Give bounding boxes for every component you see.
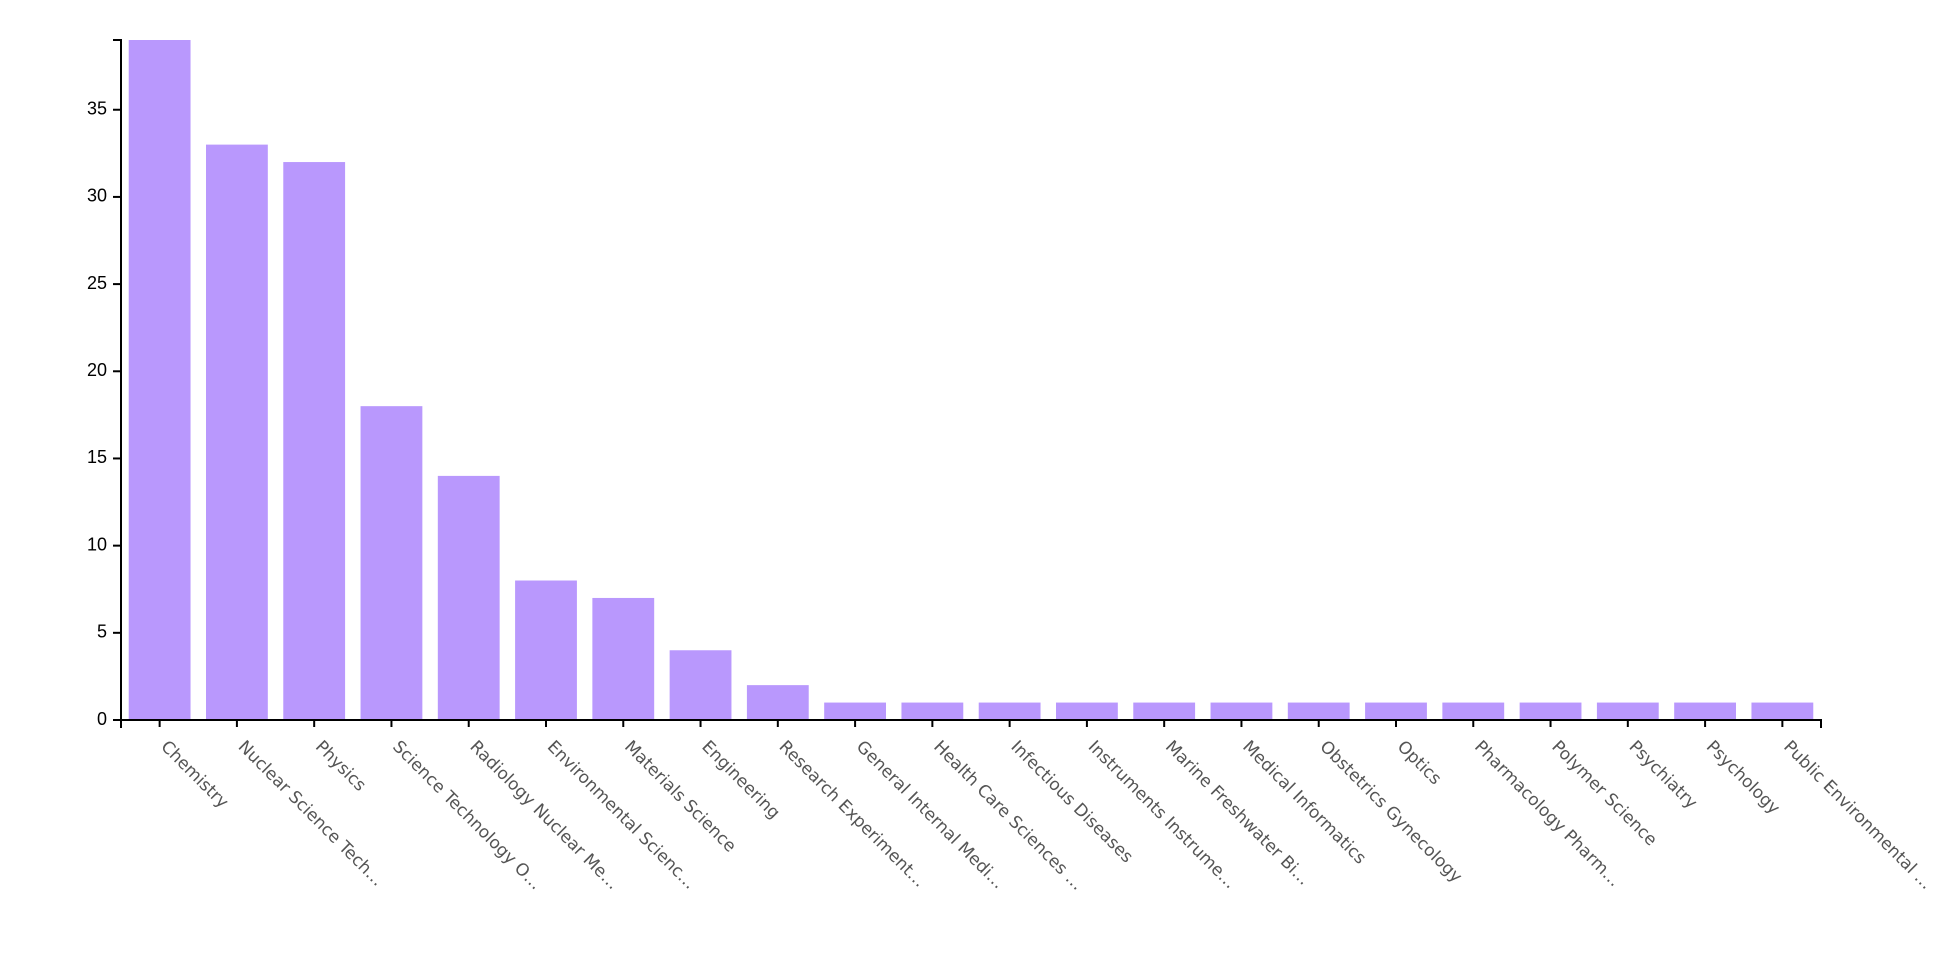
bar (901, 702, 964, 720)
bar (669, 650, 732, 720)
y-tick-label: 25 (87, 273, 107, 293)
x-tick-label: Environmental Scienc… (543, 737, 700, 894)
bar (824, 702, 886, 720)
x-tick-label: Optics (1393, 737, 1445, 789)
y-tick-label: 10 (87, 534, 107, 554)
x-tick-label: Chemistry (157, 737, 233, 813)
x-tick-label: Science Technology O… (388, 737, 545, 894)
bar (1674, 702, 1736, 720)
x-tick-label: Engineering (697, 737, 783, 823)
x-tick-label: Instruments Instrume… (1084, 737, 1240, 893)
y-tick-label: 30 (87, 186, 107, 206)
y-axis (113, 39, 122, 721)
y-tick-label: 20 (87, 360, 107, 380)
y-tick-label: 5 (97, 622, 107, 642)
x-tick-label: Obstetrics Gynecology (1316, 737, 1466, 887)
x-tick-label: General Internal Medi… (852, 737, 1008, 893)
bar (1442, 702, 1505, 720)
y-tick-label: 0 (97, 709, 107, 729)
bar (1210, 702, 1273, 720)
bar (437, 475, 500, 720)
bar (1056, 702, 1118, 720)
bar (1519, 702, 1582, 720)
x-tick-label: Physics (311, 737, 370, 796)
bar (1751, 702, 1814, 720)
x-tick-label: Research Experiment… (775, 737, 930, 892)
bar (283, 162, 346, 721)
x-tick-label: Public Environmental … (1779, 737, 1936, 894)
y-tick-label: 35 (87, 98, 107, 118)
bar (128, 40, 191, 720)
bar (360, 406, 423, 720)
x-tick-label: Radiology Nuclear Me… (466, 737, 623, 894)
bar (978, 702, 1041, 720)
bar (206, 144, 268, 721)
x-tick-label: Pharmacology Pharm… (1470, 737, 1624, 891)
bar (1365, 702, 1427, 720)
bar (1133, 702, 1196, 720)
x-tick-label: Health Care Sciences … (929, 737, 1087, 895)
bar (592, 597, 655, 720)
y-tick-label: 15 (87, 447, 107, 467)
bar (746, 685, 809, 720)
bar (1596, 702, 1659, 720)
x-tick-label: Psychology (1702, 737, 1784, 819)
x-tick-label: Marine Freshwater Bi… (1161, 737, 1314, 890)
x-tick-label: Psychiatry (1625, 737, 1701, 813)
bar (515, 580, 577, 720)
bar (1287, 702, 1350, 720)
x-tick-label: Nuclear Science Tech… (234, 737, 388, 891)
x-axis (120, 719, 1822, 728)
